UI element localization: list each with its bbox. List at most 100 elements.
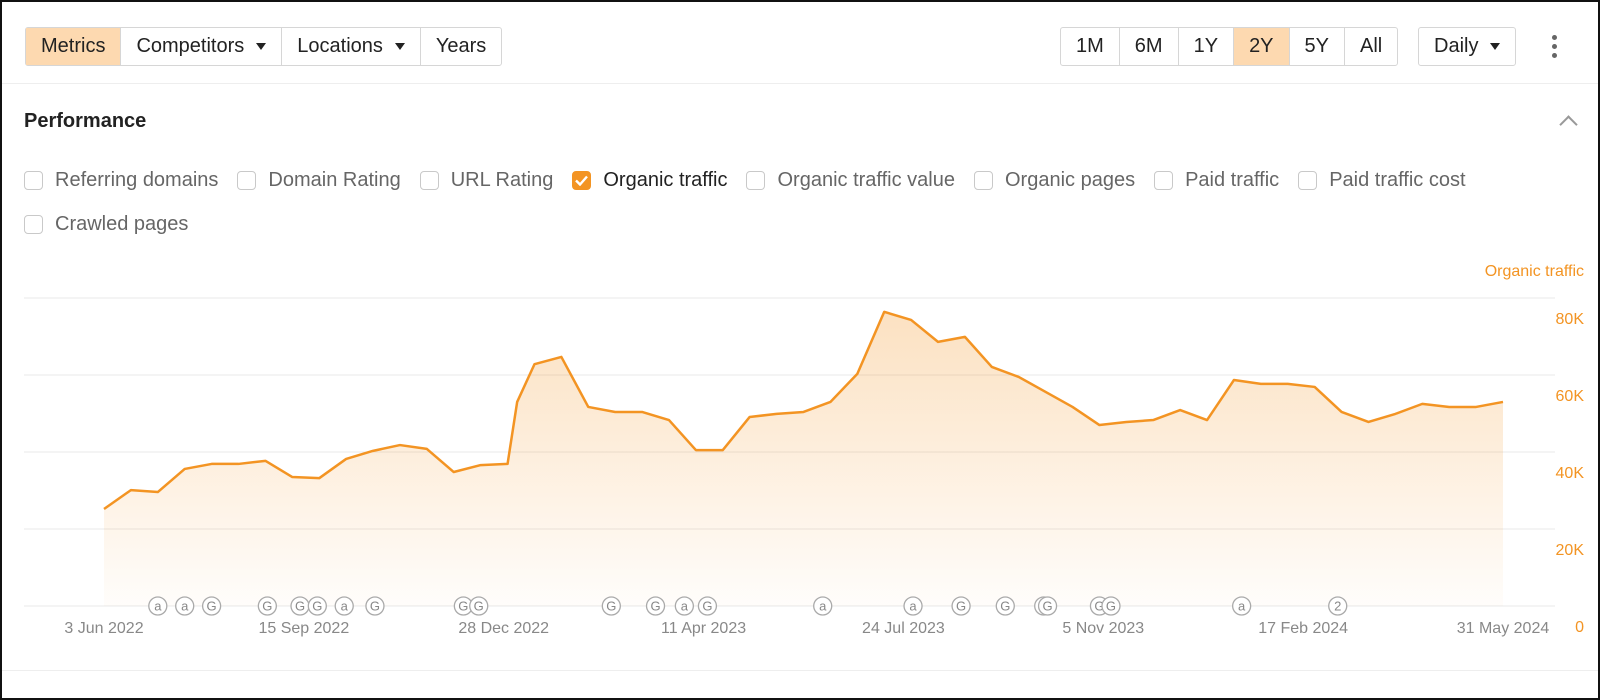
more-menu[interactable] (1552, 35, 1558, 62)
toolbar-button[interactable]: 5Y (1288, 28, 1344, 65)
checkbox[interactable] (973, 170, 993, 190)
annotation-marker (951, 596, 971, 616)
metric-option[interactable]: Organic pages (973, 166, 1136, 194)
toolbar-button[interactable]: 2Y (1233, 28, 1289, 65)
annotation-label: G (474, 598, 484, 613)
annotation-label: G (1042, 598, 1052, 613)
metric-label: Paid traffic (1185, 168, 1280, 191)
checkbox[interactable] (1298, 170, 1318, 190)
annotation-marker (601, 596, 621, 616)
annotation-label: G (956, 598, 966, 613)
annotation-marker (1037, 596, 1058, 616)
annotation-marker (645, 596, 666, 616)
toolbar-button[interactable]: Daily (1419, 28, 1515, 65)
x-tick-label: 17 Feb 2024 (1258, 620, 1348, 637)
metric-label: Organic traffic (603, 168, 728, 191)
toolbar-button[interactable]: 6M (1118, 28, 1178, 65)
check-mark (575, 175, 589, 186)
view-tabs: Metrics Competitors Locations Years (25, 27, 503, 66)
metric-option[interactable]: Organic traffic (572, 166, 727, 194)
metric-label: URL Rating (450, 168, 554, 191)
annotation-label: G (1094, 598, 1104, 613)
metric-option[interactable]: Paid traffic (1154, 166, 1279, 194)
x-tick-label: 24 Jul 2023 (862, 620, 945, 637)
checkbox[interactable] (419, 170, 439, 190)
x-tick-label: 11 Apr 2023 (661, 620, 746, 637)
metric-label: Domain Rating (268, 168, 401, 191)
annotation-marker (995, 596, 1015, 616)
metric-option[interactable]: Domain Rating (237, 166, 401, 194)
y-tick-label: 0 (1575, 619, 1584, 636)
x-tick-label: 31 May 2024 (1457, 620, 1550, 637)
toolbar-button[interactable]: Metrics (26, 28, 121, 65)
toolbar-button[interactable]: All (1344, 28, 1397, 65)
x-tick-label: 15 Sep 2022 (258, 620, 349, 637)
annotation-label: G (370, 598, 380, 613)
annotation-label: 2 (1334, 598, 1341, 613)
annotation-label: a (154, 598, 162, 613)
annotation-marker (334, 596, 354, 616)
annotation-marker (307, 596, 327, 616)
metric-label: Crawled pages (55, 212, 189, 235)
y-tick-label: 60K (1556, 388, 1585, 405)
divider (2, 670, 1598, 671)
checkbox[interactable] (24, 214, 43, 234)
metric-option[interactable]: Paid traffic cost (1298, 166, 1466, 194)
annotation-label: G (262, 598, 272, 613)
toolbar-button[interactable]: Years (419, 28, 501, 65)
period-tabs: 1M 6M 1Y 2Y 5Y All (1060, 27, 1399, 66)
annotation-label: G (295, 598, 305, 613)
annotation-marker (201, 596, 222, 616)
metric-option[interactable]: URL Rating (419, 166, 554, 194)
annotation-marker (813, 596, 833, 616)
metric-option[interactable]: Referring domains (24, 166, 218, 194)
metric-option[interactable]: Organic traffic value (746, 166, 955, 194)
annotation-marker (903, 596, 923, 616)
checkbox[interactable] (1154, 170, 1174, 190)
checkbox[interactable] (237, 170, 257, 190)
x-tick-label: 5 Nov 2023 (1062, 620, 1144, 637)
x-tick-label: 3 Jun 2022 (64, 620, 143, 637)
annotation-label: G (606, 598, 616, 613)
chart: 0 20K 40K 60K 80K Organic traffic 3 Jun 2022 15… (24, 263, 1585, 637)
checkbox[interactable] (24, 170, 43, 190)
panel-title: Performance (24, 110, 147, 132)
y-axis-title: Organic traffic (1485, 263, 1584, 280)
annotation-marker (469, 596, 489, 616)
toolbar-button[interactable]: Competitors (120, 28, 281, 65)
y-tick-label: 80K (1556, 311, 1585, 328)
annotation-label: G (650, 598, 660, 613)
metric-label: Organic pages (1004, 168, 1136, 191)
annotation-label: G (702, 598, 712, 613)
metric-label: Referring domains (55, 168, 219, 191)
annotation-marker (365, 596, 385, 616)
toolbar-button[interactable]: Locations (281, 28, 420, 65)
annotation-label: a (181, 598, 189, 613)
line (103, 310, 1504, 511)
interval-select: Daily (1418, 27, 1517, 66)
annotation-label: G (458, 598, 468, 613)
annotation-marker (257, 596, 277, 616)
divider (2, 83, 1598, 84)
annotation-label: G (1000, 598, 1010, 613)
annotation-marker (674, 596, 695, 616)
annotation-label: a (909, 598, 917, 613)
annotation-label: a (1238, 598, 1246, 613)
metric-option[interactable]: Crawled pages (24, 210, 188, 238)
annotation-label: a (341, 598, 349, 613)
annotation-marker (1231, 596, 1252, 616)
annotation-marker (697, 596, 718, 616)
checkbox[interactable] (746, 170, 766, 190)
x-tick-label: 28 Dec 2022 (458, 620, 549, 637)
annotation-label: G (1106, 598, 1116, 613)
metric-checkboxes: Referring domains Domain Rating URL Rating… (24, 166, 1598, 238)
annotation-marker (148, 596, 168, 616)
annotation-label: G (207, 598, 217, 613)
toolbar-button[interactable]: 1Y (1177, 28, 1233, 65)
y-tick-label: 40K (1556, 465, 1585, 482)
toolbar-button[interactable]: 1M (1076, 35, 1104, 57)
checkbox[interactable] (572, 170, 592, 190)
collapse-toggle[interactable] (1559, 115, 1578, 134)
y-tick-label: 20K (1556, 542, 1585, 559)
annotation-label: a (819, 598, 827, 613)
